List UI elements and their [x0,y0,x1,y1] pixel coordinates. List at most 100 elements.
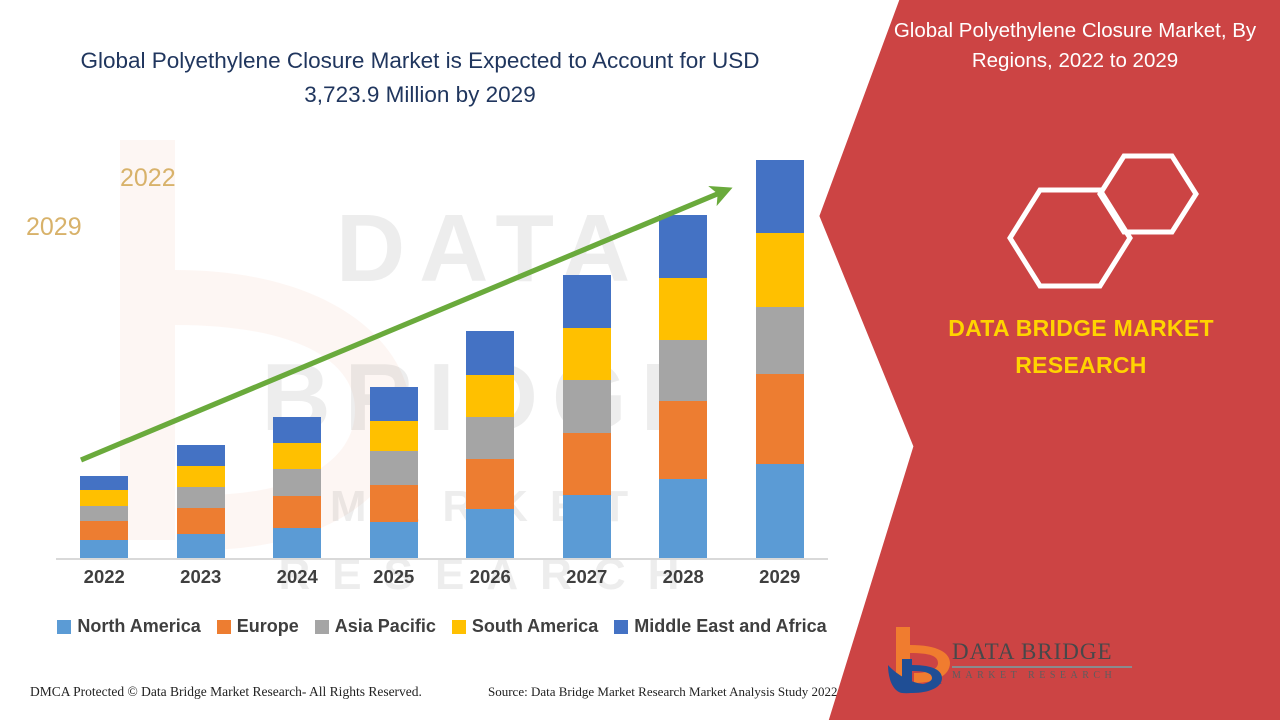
bar-segment[interactable] [369,521,418,558]
bar-segment[interactable] [273,416,322,444]
bar-segment[interactable] [273,496,322,528]
bar-segment[interactable] [369,484,418,522]
stacked-bar-chart [56,160,828,558]
bar-segment[interactable] [369,386,418,421]
stacked-bar-2023[interactable] [176,445,225,558]
bar-segment[interactable] [562,274,611,329]
bar-segment[interactable] [466,459,515,510]
bar-slot [249,160,346,558]
hexagon-2029-icon [1007,187,1133,289]
x-axis-label-2022: 2022 [83,566,125,587]
bar-segment[interactable] [80,490,129,506]
logo-line-2: MARKET RESEARCH [952,670,1117,681]
x-axis-label-2026: 2026 [469,566,511,587]
bar-slot [442,160,539,558]
stacked-bar-2025[interactable] [369,386,418,558]
bar-slot [346,160,443,558]
bar-segment[interactable] [755,306,804,374]
bar-segment[interactable] [466,331,515,376]
bar-segment[interactable] [659,340,708,401]
bar-segment[interactable] [369,451,418,485]
legend-item[interactable]: South America [451,616,599,637]
bar-segment[interactable] [659,400,708,479]
bar-segment[interactable] [466,509,515,558]
bar-segment[interactable] [80,505,129,522]
bar-segment[interactable] [466,416,515,460]
x-axis-labels: 2022 2023 2024 2025 2026 2027 2028 2029 [56,566,828,596]
bar-segment[interactable] [273,443,322,470]
legend-item[interactable]: Europe [216,616,299,637]
bar-segment[interactable] [273,469,322,497]
chart-legend: North America Europe Asia Pacific South Ame… [56,616,828,637]
legend-item[interactable]: Asia Pacific [314,616,436,637]
bar-segment[interactable] [176,486,225,509]
hexagon-2029-label: 2029 [26,213,82,241]
bar-segment[interactable] [369,420,418,452]
legend-label: Middle East and Africa [634,616,827,636]
bar-segment[interactable] [755,373,804,464]
bar-segment[interactable] [755,233,804,307]
x-axis-label-2025: 2025 [373,566,415,587]
bar-segment[interactable] [562,495,611,558]
source-notice: Source: Data Bridge Market Research Mark… [488,684,838,699]
bar-segment[interactable] [176,445,225,466]
data-bridge-logo-icon [888,627,950,694]
stacked-bar-2028[interactable] [659,215,708,558]
bar-slot [153,160,250,558]
x-axis-label-2029: 2029 [759,566,801,587]
bar-slot [732,160,829,558]
logo-divider [952,666,1132,668]
hexagon-badges [1007,153,1199,289]
hexagon-2022-label: 2022 [120,164,176,192]
bar-segment[interactable] [659,215,708,278]
bar-segment[interactable] [176,533,225,558]
logo-wordmark: DATA BRIDGE MARKET RESEARCH [952,640,1142,681]
x-axis-label-2027: 2027 [566,566,608,587]
bar-slot [539,160,636,558]
bar-segment[interactable] [80,521,129,540]
bar-segment[interactable] [562,432,611,496]
legend-swatch-icon [451,619,466,634]
bar-segment[interactable] [273,527,322,558]
legend-swatch-icon [216,619,231,634]
bar-segment[interactable] [659,277,708,341]
x-axis-label-2024: 2024 [276,566,318,587]
bar-segment[interactable] [755,463,804,558]
logo-line-1: DATA BRIDGE [952,639,1113,664]
legend-item[interactable]: Middle East and Africa [614,616,827,637]
bar-segment[interactable] [755,160,804,234]
x-axis-label-2028: 2028 [662,566,704,587]
stacked-bar-2026[interactable] [466,331,515,558]
x-axis-label-2023: 2023 [180,566,222,587]
legend-swatch-icon [614,619,629,634]
legend-swatch-icon [314,619,329,634]
x-axis-line [56,558,828,560]
stacked-bar-2022[interactable] [80,476,129,558]
legend-item[interactable]: North America [57,616,201,637]
bar-segment[interactable] [659,478,708,558]
legend-label: North America [77,616,201,636]
brand-name: DATA BRIDGE MARKET RESEARCH [948,315,1214,378]
bar-segment[interactable] [176,465,225,487]
bar-segment[interactable] [176,508,225,534]
legend-label: Asia Pacific [334,616,436,636]
chart-title: Global Polyethylene Closure Market is Ex… [80,48,760,107]
copyright-notice: DMCA Protected © Data Bridge Market Rese… [30,684,422,699]
legend-label: South America [471,616,599,636]
bar-slot [56,160,153,558]
legend-swatch-icon [57,619,72,634]
right-panel-title: Global Polyethylene Closure Market, By R… [893,19,1257,72]
bar-segment[interactable] [80,476,129,491]
stacked-bar-2027[interactable] [562,274,611,558]
bar-segment[interactable] [562,380,611,433]
legend-label: Europe [236,616,299,636]
stacked-bar-2024[interactable] [273,416,322,558]
bar-segment[interactable] [562,328,611,381]
bar-segment[interactable] [466,375,515,417]
stacked-bar-2029[interactable] [755,160,804,558]
bar-segment[interactable] [80,539,129,558]
hexagon-2022-icon [1097,153,1199,235]
bar-slot [635,160,732,558]
right-red-panel [819,0,1280,720]
